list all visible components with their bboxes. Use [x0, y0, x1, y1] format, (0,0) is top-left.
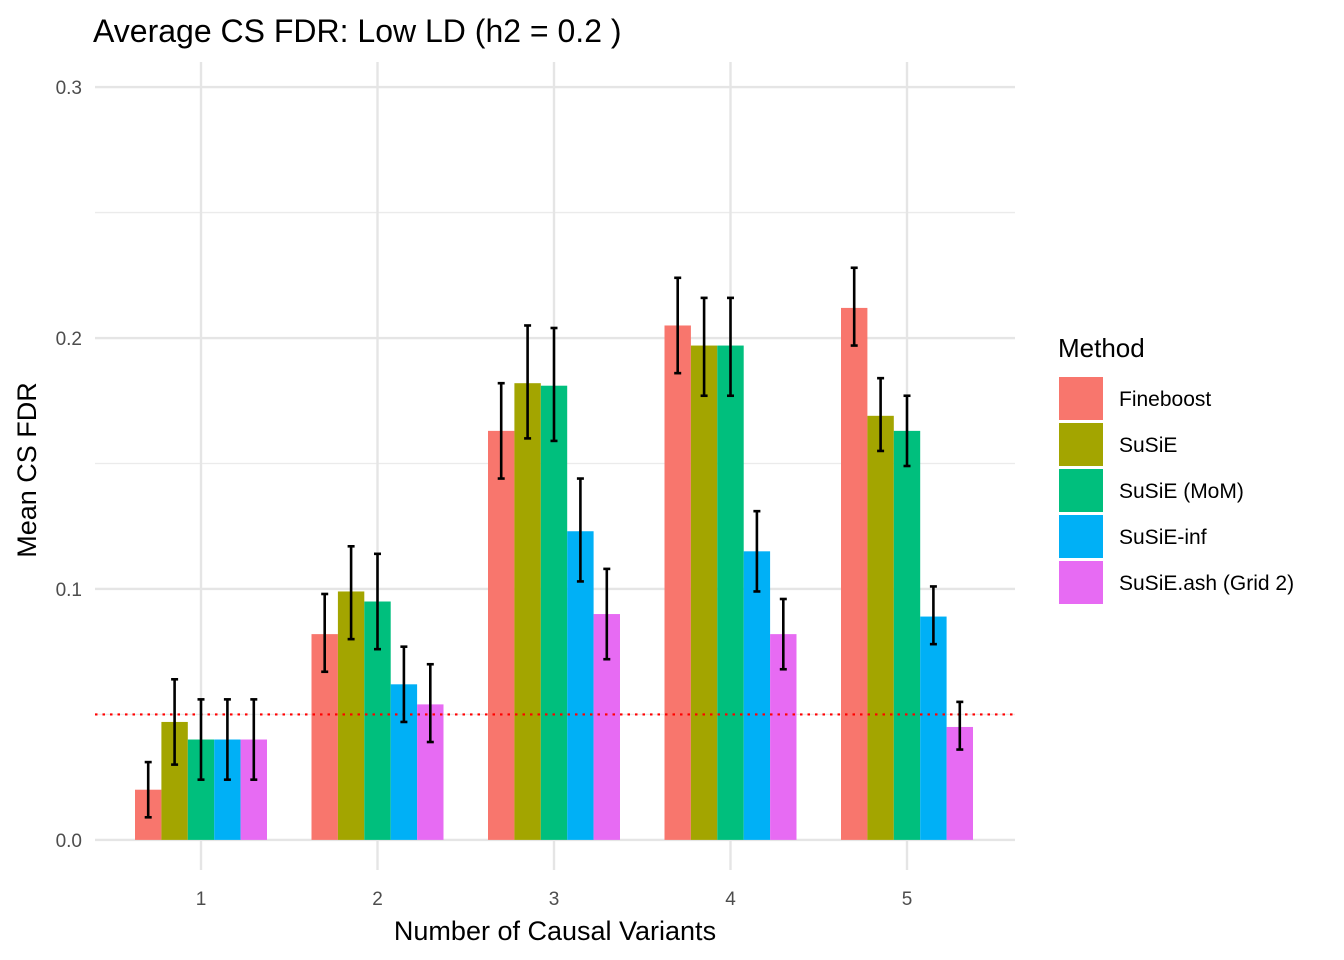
error-bar	[250, 698, 258, 781]
bar-susie-mom-5	[893, 430, 921, 840]
error-bar	[144, 760, 152, 819]
legend-item: SuSiE	[1059, 423, 1177, 466]
x-axis-title: Number of Causal Variants	[394, 916, 716, 946]
legend-swatch	[1059, 423, 1103, 466]
error-bar	[929, 585, 937, 646]
bar-susie-5	[867, 415, 894, 840]
error-bar	[727, 296, 734, 398]
legend-swatch	[1059, 561, 1103, 604]
bar-susie-4	[690, 345, 718, 840]
legend-label: SuSiE.ash (Grid 2)	[1119, 572, 1294, 595]
legend-label: SuSiE (MoM)	[1119, 480, 1244, 503]
bar-susie-inf-4	[743, 551, 771, 840]
legend-label: Fineboost	[1119, 388, 1211, 411]
legend-item: Fineboost	[1059, 377, 1211, 420]
bar-fineboost-4	[664, 325, 691, 840]
error-bar	[603, 567, 611, 661]
error-bar	[877, 376, 885, 453]
error-bar	[497, 381, 505, 480]
x-tick-label: 2	[372, 889, 383, 910]
legend-swatch	[1059, 377, 1103, 420]
bar-susie-mom-4	[717, 345, 744, 840]
error-bar	[956, 700, 964, 751]
x-tick-label: 1	[196, 889, 207, 910]
bar-susie-mom-3	[540, 385, 568, 840]
legend-item: SuSiE (MoM)	[1059, 469, 1244, 512]
legend-title: Method	[1058, 333, 1145, 363]
y-tick-labels: 0.0 0.1 0.2 0.3	[56, 78, 82, 852]
bar-fineboost-3	[488, 430, 515, 840]
error-bar	[753, 509, 761, 593]
error-bar	[321, 592, 329, 674]
error-bar	[674, 276, 682, 375]
error-bar	[903, 394, 911, 468]
error-bar	[576, 477, 584, 583]
legend-label: SuSiE	[1119, 434, 1177, 457]
bar-fineboost-5	[841, 307, 868, 840]
error-bar	[550, 326, 558, 443]
error-bar	[347, 544, 355, 641]
y-axis-title: Mean CS FDR	[12, 382, 42, 558]
bar-susie-inf-5	[920, 616, 947, 840]
error-bar	[400, 645, 408, 724]
error-bar	[374, 552, 381, 651]
chart-title: Average CS FDR: Low LD (h2 = 0.2 )	[93, 13, 622, 49]
x-tick-label: 3	[549, 889, 560, 910]
error-bar	[171, 677, 179, 766]
error-bar	[426, 662, 434, 744]
legend-label: SuSiE-inf	[1119, 526, 1207, 549]
error-bar	[197, 698, 205, 781]
legend-swatch	[1059, 469, 1103, 512]
legend-swatch	[1059, 515, 1103, 558]
legend-item: SuSiE-inf	[1059, 515, 1207, 558]
legend-item: SuSiE.ash (Grid 2)	[1059, 561, 1294, 604]
bar-susie-3	[514, 383, 541, 840]
x-tick-label: 4	[725, 889, 736, 910]
y-tick-label: 0.1	[56, 580, 82, 601]
y-tick-label: 0.0	[56, 831, 82, 852]
legend: Fineboost SuSiE SuSiE (MoM) SuSiE-inf SuSiE.…	[1059, 377, 1294, 604]
x-tick-label: 5	[902, 889, 913, 910]
error-bar	[524, 324, 532, 440]
y-tick-label: 0.3	[56, 78, 82, 99]
x-tick-labels: 1 2 3 4 5	[196, 889, 913, 910]
error-bar	[223, 698, 231, 781]
bar-marks	[135, 307, 973, 840]
error-bar	[700, 296, 708, 398]
error-bar	[779, 597, 787, 671]
error-bar-marks	[144, 266, 964, 819]
error-bar	[850, 266, 858, 347]
y-tick-label: 0.2	[56, 329, 82, 350]
